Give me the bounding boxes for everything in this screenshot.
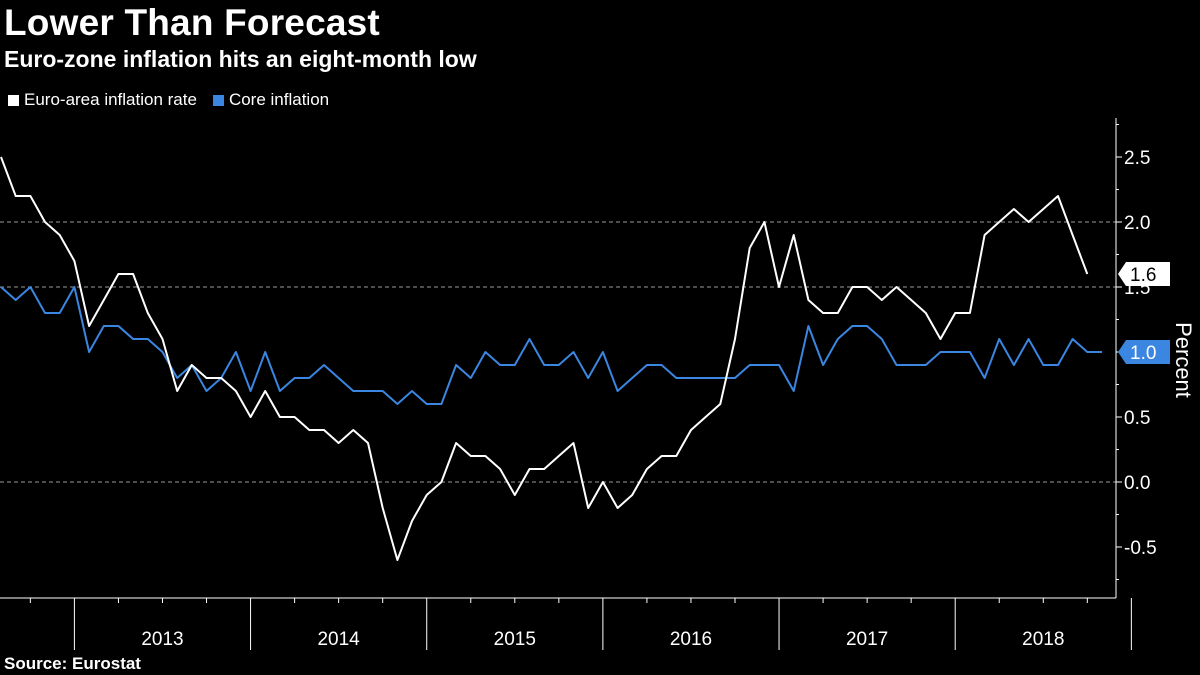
year-label-2014: 2014 bbox=[317, 629, 360, 650]
legend-swatch-core bbox=[212, 94, 224, 106]
last-value-flag-headline bbox=[1118, 262, 1170, 286]
source-note: Source: Eurostat bbox=[4, 654, 141, 673]
last-value-flag-core bbox=[1118, 340, 1170, 364]
chart-subtitle: Euro-zone inflation hits an eight-month … bbox=[4, 46, 477, 72]
legend-label-headline: Euro-area inflation rate bbox=[24, 90, 197, 109]
year-label-2018: 2018 bbox=[1022, 629, 1064, 650]
y-tick-label-2: 0.5 bbox=[1124, 408, 1150, 429]
legend-item-headline: Euro-area inflation rate bbox=[8, 90, 197, 110]
chart-title: Lower Than Forecast bbox=[4, 2, 380, 43]
year-label-2016: 2016 bbox=[670, 629, 712, 650]
y-tick-label-1: 0.0 bbox=[1124, 473, 1150, 494]
y-tick-label-6: 2.5 bbox=[1124, 148, 1150, 169]
legend: Euro-area inflation rate Core inflation bbox=[8, 90, 345, 110]
legend-swatch-headline bbox=[8, 94, 19, 106]
y-axis-title: Percent bbox=[1171, 322, 1196, 398]
series-line-core bbox=[0, 286, 1102, 405]
year-label-2013: 2013 bbox=[141, 629, 183, 650]
y-tick-label-5: 2.0 bbox=[1124, 213, 1150, 234]
y-tick-label-0: -0.5 bbox=[1124, 538, 1157, 559]
series-line-headline bbox=[0, 156, 1089, 561]
year-label-2017: 2017 bbox=[846, 629, 888, 650]
legend-item-core: Core inflation bbox=[212, 90, 330, 110]
last-value-label-core: 1.0 bbox=[1130, 343, 1156, 364]
legend-label-core: Core inflation bbox=[228, 90, 330, 109]
year-label-2015: 2015 bbox=[494, 629, 536, 650]
last-value-label-headline: 1.6 bbox=[1130, 265, 1156, 286]
